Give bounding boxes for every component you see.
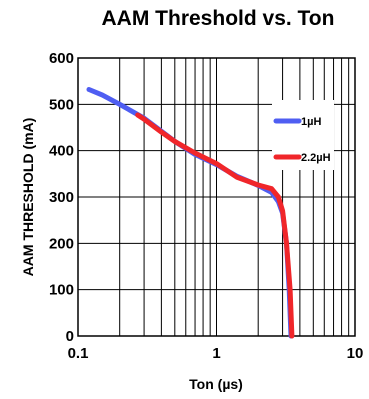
y-tick-label: 400 xyxy=(49,143,74,160)
x-tick-label: 1 xyxy=(212,345,220,362)
x-axis-label: Ton (µs) xyxy=(189,376,243,392)
chart-title: AAM Threshold vs. Ton xyxy=(102,7,335,30)
y-tick-label: 600 xyxy=(49,50,74,67)
legend-label-1uh: 1µH xyxy=(301,116,321,128)
y-tick-label: 300 xyxy=(49,189,74,206)
series-lines xyxy=(86,87,295,339)
y-tick-label: 200 xyxy=(49,235,74,252)
y-tick-label: 0 xyxy=(66,328,74,345)
plot-area-frame xyxy=(77,57,356,337)
grid xyxy=(77,57,356,337)
y-axis-label: AAM THRESHOLD (mA) xyxy=(20,118,36,277)
x-tick-label: 0.1 xyxy=(68,345,89,362)
tick-labels: 0 100 200 300 400 500 600 0.1 1 10 xyxy=(49,50,363,362)
legend-label-2-2uh: 2.2µH xyxy=(301,152,331,164)
legend: 1µH 2.2µH xyxy=(272,100,334,170)
y-tick-label: 500 xyxy=(49,96,74,113)
y-tick-label: 100 xyxy=(49,282,74,299)
x-tick-label: 10 xyxy=(347,345,364,362)
series-line-1 xyxy=(135,112,295,339)
